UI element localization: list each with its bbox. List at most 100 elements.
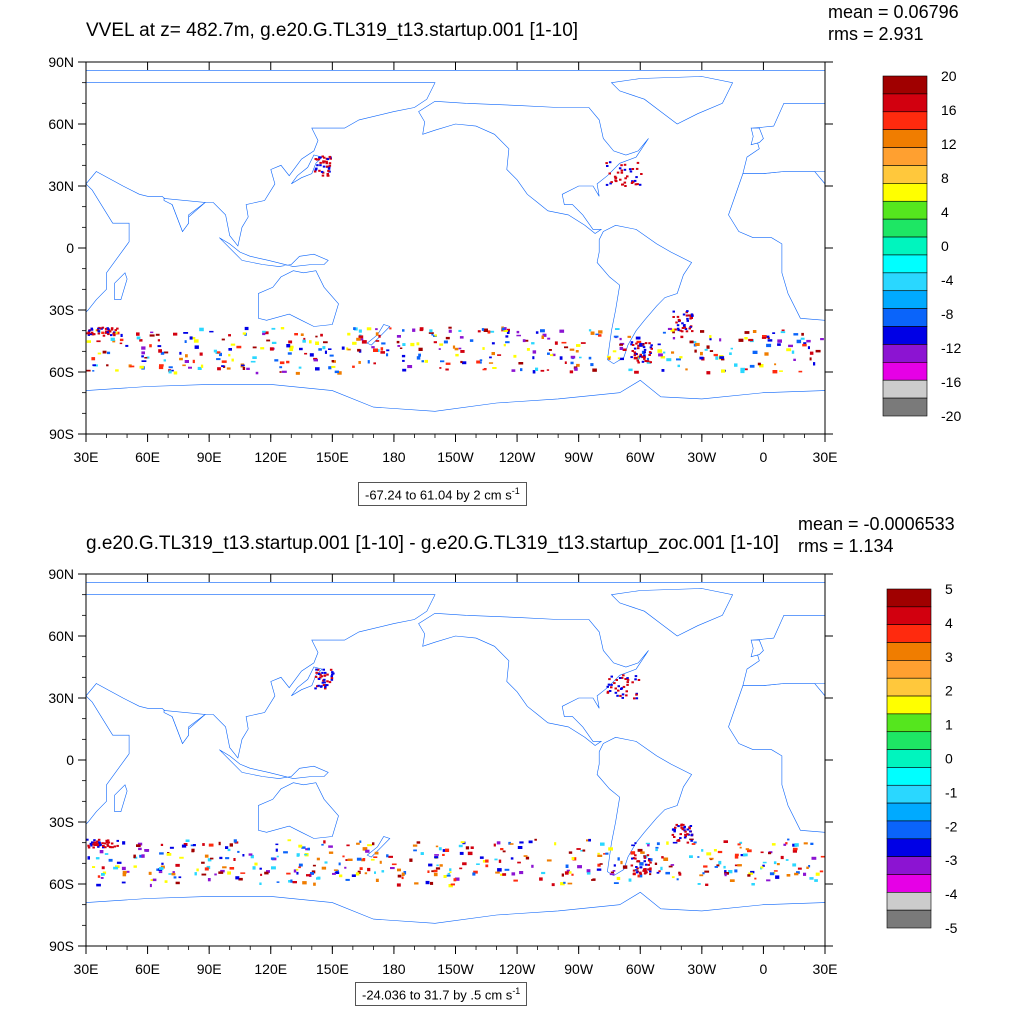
uk-land (750, 127, 764, 146)
colorbar-swatch (882, 397, 928, 417)
southern-ocean-band (87, 838, 825, 888)
x-tick-label: 90W (564, 961, 594, 977)
europe-land (742, 103, 825, 174)
x-tick-label: 60E (135, 961, 160, 977)
top-chart: 30E 60E 90E 120E 150E 180 150W 120W 90W 60W 30W 0 30… (48, 54, 961, 465)
madagascar-land (114, 272, 128, 300)
x-tick-label: 150E (316, 961, 349, 977)
colorbar-label: -4 (945, 886, 958, 902)
greenland-land (610, 588, 734, 637)
colorbar-swatch (882, 308, 928, 327)
colorbar-swatch (882, 344, 928, 363)
x-tick-label: 30W (687, 961, 717, 977)
colorbar-swatch (882, 183, 928, 202)
top-colorbar: 20 16 12 8 4 0 -4 -8 -12 -16 -20 (882, 68, 961, 424)
africa-land (86, 695, 130, 825)
bottom-range-sup: -1 (512, 986, 521, 996)
bottom-chart: 30E 60E 90E 120E 150E 180 150W 120W 90W 60W 30W 0 30… (48, 566, 958, 977)
south-america-land (596, 736, 693, 877)
bottom-range-text: -24.036 to 31.7 by .5 cm s (362, 987, 513, 1003)
y-tick-label: 30S (49, 814, 74, 830)
north-america-land (418, 100, 649, 234)
colorbar-swatch (886, 749, 932, 768)
colorbar-swatch (886, 642, 932, 661)
x-tick-label: 60E (135, 449, 160, 465)
y-tick-label: 0 (66, 752, 74, 768)
ocean-field (86, 574, 825, 946)
colorbar-swatch (886, 784, 932, 804)
x-tick-label: 30E (74, 449, 99, 465)
australia-land (258, 782, 339, 839)
colorbar-swatch (886, 606, 932, 625)
y-tick-label: 60S (49, 364, 74, 380)
y-tick-label: 90S (49, 426, 74, 442)
y-tick-label: 30S (49, 302, 74, 318)
x-tick-label: 0 (760, 961, 768, 977)
bottom-mean-label: mean = -0.0006533 (798, 514, 955, 534)
colorbar-label: -2 (945, 818, 958, 834)
colorbar-label: 0 (941, 238, 949, 254)
top-range-box: -67.24 to 61.04 by 2 cm s-1 (358, 482, 527, 507)
india-land (163, 198, 206, 233)
top-panel: VVEL at z= 482.7m, g.e20.G.TL319_t13.sta… (48, 2, 961, 507)
colorbar-swatch (882, 272, 928, 292)
antarctica-land (86, 379, 825, 434)
y-tick-label: 60S (49, 876, 74, 892)
colorbar-swatch (882, 165, 928, 184)
top-map-area (86, 62, 825, 434)
colorbar-label: 12 (941, 136, 957, 152)
australia-land (258, 270, 339, 327)
x-tick-label: 30E (813, 449, 838, 465)
y-tick-label: 30N (48, 178, 74, 194)
x-tick-label: 30E (74, 961, 99, 977)
colorbar-swatch (886, 892, 932, 911)
x-tick-label: 120W (499, 961, 536, 977)
colorbar-swatch (886, 838, 932, 857)
x-tick-label: 30E (813, 961, 838, 977)
colorbar-swatch (886, 713, 932, 733)
eurasia-land (86, 82, 436, 247)
colorbar-label: 2 (945, 683, 953, 699)
y-tick-label: 30N (48, 690, 74, 706)
colorbar-label: -1 (945, 784, 958, 800)
colorbar-swatch (882, 93, 928, 113)
uk-land (750, 639, 764, 658)
y-tick-label: 60N (48, 116, 74, 132)
bottom-axes: 30E 60E 90E 120E 150E 180 150W 120W 90W 60W 30W 0 30… (48, 566, 837, 977)
antarctica-land (86, 891, 825, 946)
colorbar-swatch (886, 820, 932, 840)
bottom-colorbar: 5 4 3 2 1 0 -1 -2 -3 -4 -5 (886, 581, 958, 936)
colorbar-label: -4 (941, 272, 954, 288)
south-america-land (596, 224, 693, 365)
x-tick-label: 30W (687, 449, 717, 465)
x-tick-label: 90E (197, 449, 222, 465)
indonesia-land (219, 237, 329, 267)
colorbar-swatch (882, 326, 928, 345)
ocean-field (86, 62, 825, 434)
colorbar-swatch (882, 147, 928, 166)
colorbar-label: -12 (941, 340, 961, 356)
colorbar-label: 5 (945, 581, 953, 597)
x-tick-label: 120E (254, 961, 287, 977)
north-america-land (418, 612, 649, 746)
africa-land (86, 183, 130, 313)
colorbar-swatch (882, 236, 928, 256)
bottom-panel: g.e20.G.TL319_t13.startup.001 [1-10] - g… (0, 512, 1024, 1024)
colorbar-swatch (886, 677, 932, 697)
x-tick-label: 150W (437, 961, 474, 977)
colorbar-swatch (886, 588, 932, 608)
top-axes: 30E 60E 90E 120E 150E 180 150W 120W 90W 60W 30W 0 30… (48, 54, 837, 465)
colorbar-swatch (882, 362, 928, 381)
europe-land (742, 615, 825, 686)
y-tick-label: 60N (48, 628, 74, 644)
colorbar-swatch (882, 129, 928, 148)
x-tick-label: 150E (316, 449, 349, 465)
x-tick-label: 0 (760, 449, 768, 465)
madagascar-land (114, 784, 128, 812)
bottom-map-area (86, 574, 825, 946)
bottom-rms-label: rms = 1.134 (798, 536, 894, 556)
colorbar-label: -8 (941, 306, 954, 322)
colorbar-swatch (882, 254, 928, 274)
x-tick-label: 150W (437, 449, 474, 465)
bottom-chart-title: g.e20.G.TL319_t13.startup.001 [1-10] - g… (86, 533, 779, 554)
